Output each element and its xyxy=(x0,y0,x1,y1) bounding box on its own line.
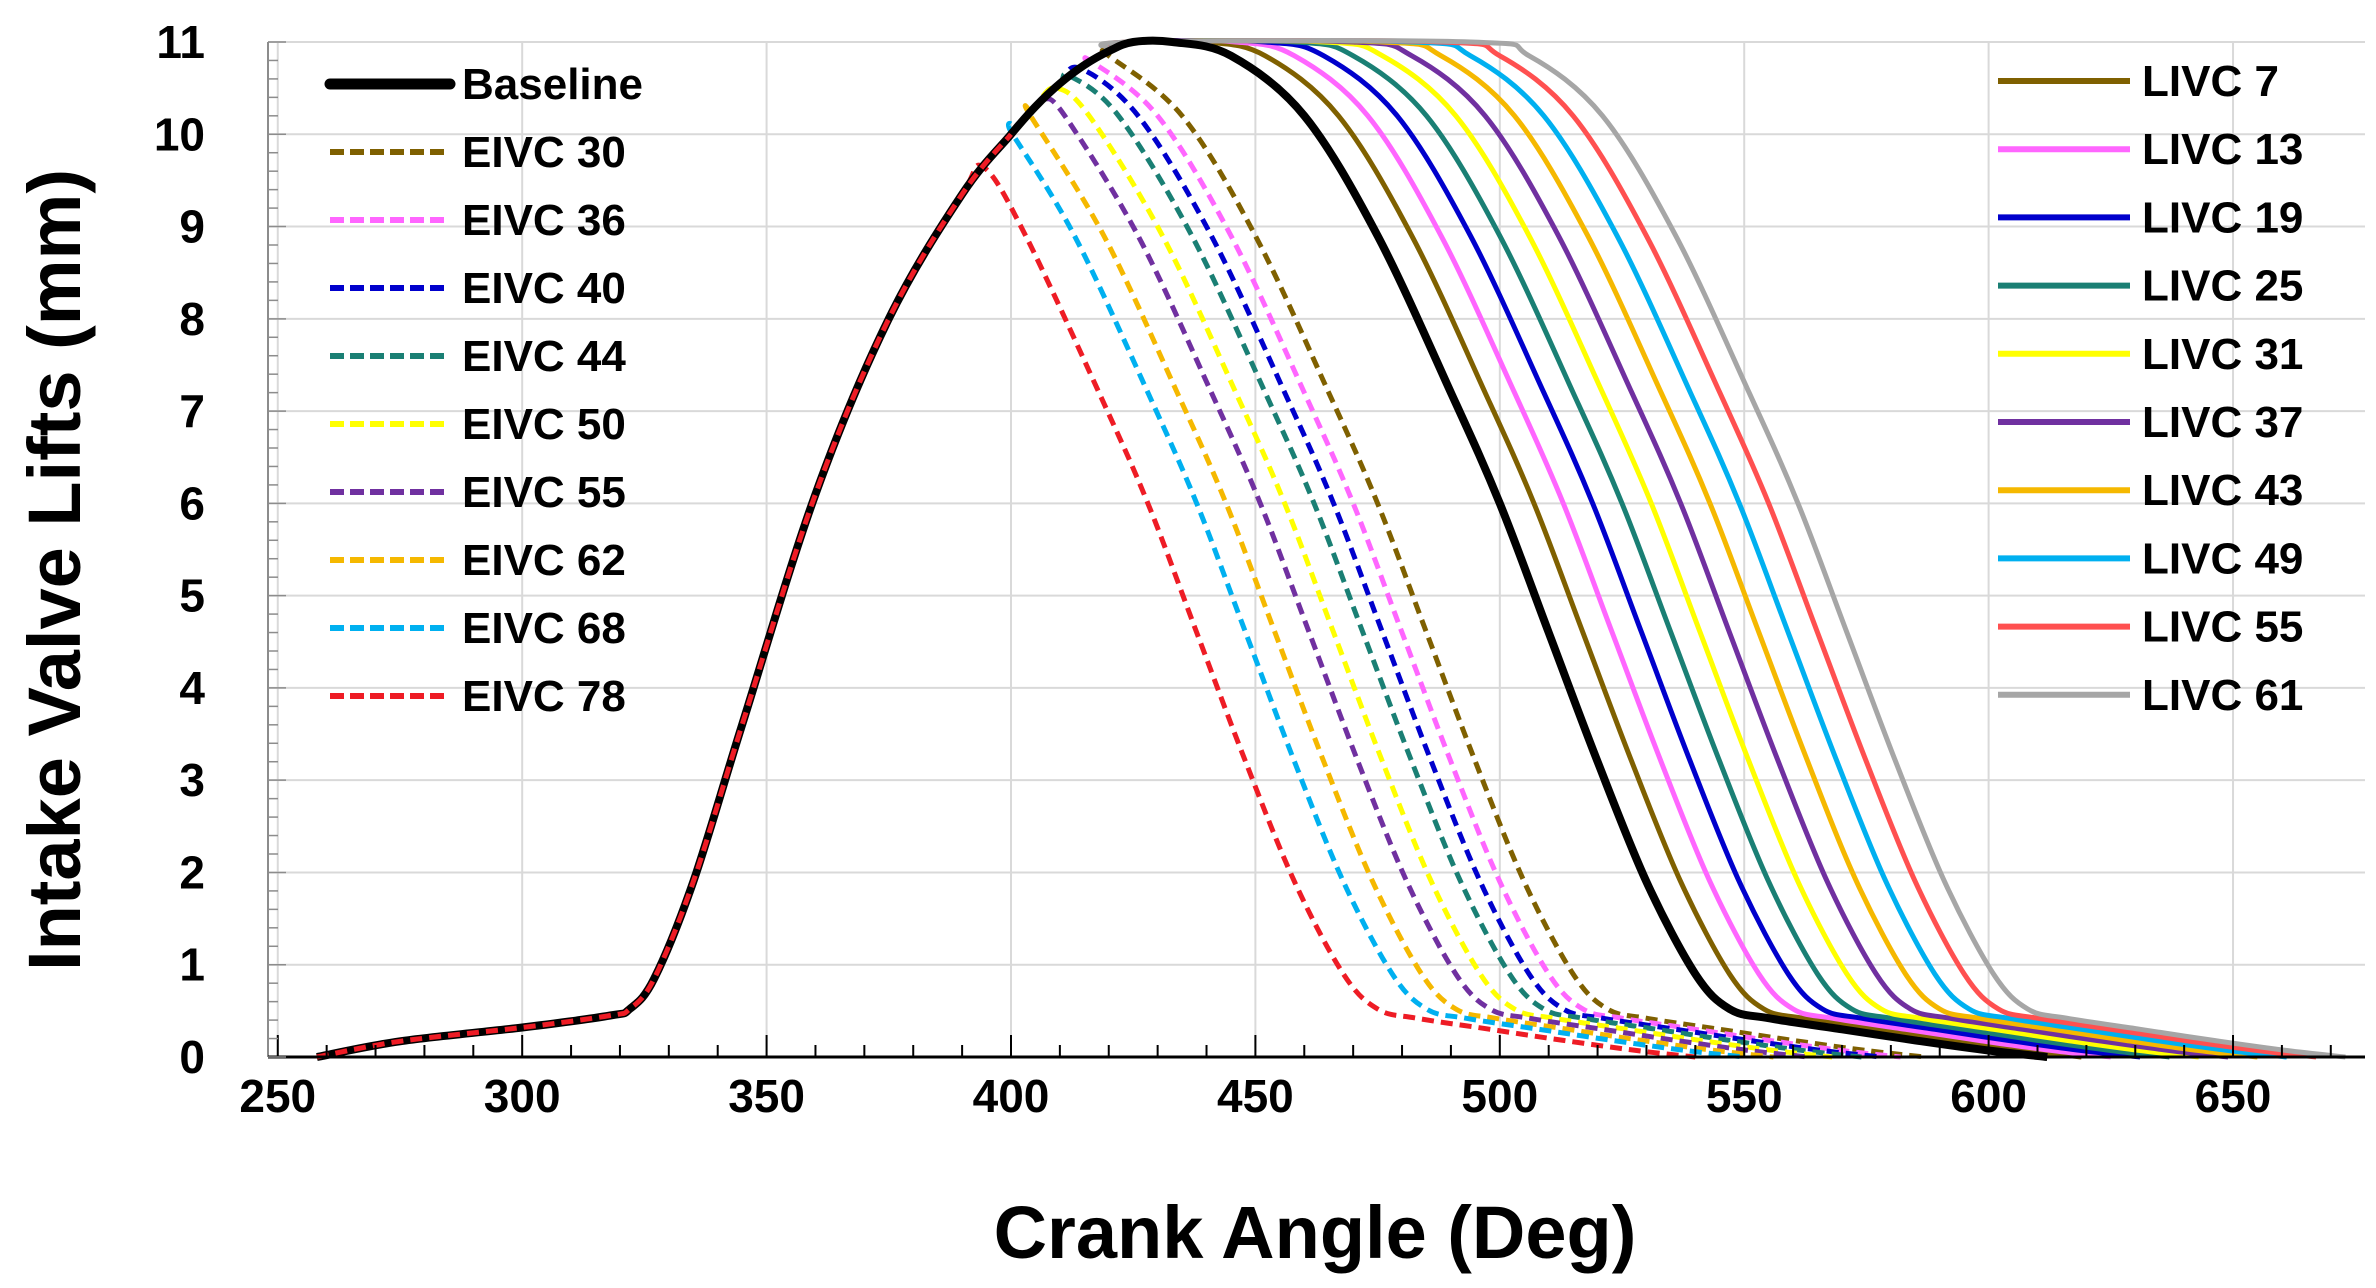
axes xyxy=(267,41,2365,1059)
shared-opening-overlay xyxy=(316,132,1013,1060)
tick-labels: 250 300 350 400 450 500 550 600 650 0 1 2 3 4 5 6 7 8 9 10 1… xyxy=(154,16,2272,1122)
x-tick-label: 450 xyxy=(1217,1070,1294,1122)
legend-label: EIVC 78 xyxy=(462,672,626,721)
x-tick-label: 550 xyxy=(1706,1070,1783,1122)
x-tick-label: 400 xyxy=(973,1070,1050,1122)
y-tick-label: 9 xyxy=(179,201,205,253)
y-tick-label: 5 xyxy=(179,570,205,622)
legend-item-livc-49: LIVC 49 xyxy=(1998,534,2303,583)
legend-left: Baseline EIVC 30 EIVC 36 EIVC 40 EIVC 44 EIVC… xyxy=(324,60,643,721)
y-tick-label: 6 xyxy=(179,477,205,529)
legend-item-eivc-36: EIVC 36 xyxy=(330,196,626,245)
y-tick-label: 10 xyxy=(154,108,205,160)
y-tick-label: 0 xyxy=(179,1031,205,1083)
legend-label: LIVC 43 xyxy=(2142,466,2303,515)
legend-label: EIVC 50 xyxy=(462,400,626,449)
legend-item-eivc-44: EIVC 44 xyxy=(330,332,626,381)
legend-label: EIVC 68 xyxy=(462,604,626,653)
grid xyxy=(268,41,2365,1057)
x-tick-label: 300 xyxy=(484,1070,561,1122)
legend-label: LIVC 37 xyxy=(2142,398,2303,447)
legend-item-livc-31: LIVC 31 xyxy=(1998,330,2303,379)
y-tick-label: 4 xyxy=(179,662,205,714)
y-tick-label: 11 xyxy=(156,16,205,68)
legend-item-eivc-30: EIVC 30 xyxy=(330,128,626,177)
legend-label: EIVC 30 xyxy=(462,128,626,177)
legend-label: EIVC 62 xyxy=(462,536,626,585)
legend-label: EIVC 55 xyxy=(462,468,626,517)
legend-item-eivc-55: EIVC 55 xyxy=(330,468,626,517)
legend-item-eivc-62: EIVC 62 xyxy=(330,536,626,585)
legend-label: EIVC 36 xyxy=(462,196,626,245)
x-axis-title: Crank Angle (Deg) xyxy=(994,1191,1637,1274)
legend-label: LIVC 13 xyxy=(2142,125,2303,174)
legend-item-livc-13: LIVC 13 xyxy=(1998,125,2303,174)
legend-label: LIVC 7 xyxy=(2142,57,2279,106)
legend-label: LIVC 31 xyxy=(2142,330,2303,379)
y-tick-label: 7 xyxy=(179,385,205,437)
legend-label: EIVC 44 xyxy=(462,332,626,381)
legend-item-livc-7: LIVC 7 xyxy=(1998,57,2279,106)
series-group xyxy=(316,36,2346,1061)
legend-label: EIVC 40 xyxy=(462,264,626,313)
series-line-eivc-44 xyxy=(316,71,1862,1060)
legend-label: LIVC 25 xyxy=(2142,262,2303,311)
x-tick-label: 500 xyxy=(1461,1070,1538,1122)
legend-item-livc-61: LIVC 61 xyxy=(1998,671,2303,720)
legend-item-livc-37: LIVC 37 xyxy=(1998,398,2303,447)
x-tick-label: 650 xyxy=(2195,1070,2272,1122)
legend-item-eivc-50: EIVC 50 xyxy=(330,400,626,449)
legend-label: Baseline xyxy=(462,60,643,109)
y-tick-label: 8 xyxy=(179,293,205,345)
legend-item-eivc-68: EIVC 68 xyxy=(330,604,626,653)
y-tick-label: 1 xyxy=(179,939,205,991)
legend-item-livc-25: LIVC 25 xyxy=(1998,262,2303,311)
series-line-eivc-30 xyxy=(316,47,1926,1060)
y-axis-title: Intake Valve Lifts (mm) xyxy=(13,169,96,971)
legend-label: LIVC 49 xyxy=(2142,534,2303,583)
legend-label: LIVC 61 xyxy=(2142,671,2303,720)
x-tick-label: 250 xyxy=(239,1070,316,1122)
legend-label: LIVC 55 xyxy=(2142,603,2303,652)
legend-item-livc-19: LIVC 19 xyxy=(1998,193,2303,242)
y-tick-label: 3 xyxy=(179,754,205,806)
y-tick-label: 2 xyxy=(179,846,205,898)
legend-item-eivc-78: EIVC 78 xyxy=(330,672,626,721)
legend-item-baseline: Baseline xyxy=(324,60,643,109)
x-tick-label: 350 xyxy=(728,1070,805,1122)
legend-item-eivc-40: EIVC 40 xyxy=(330,264,626,313)
legend-label: LIVC 19 xyxy=(2142,193,2303,242)
legend-item-livc-55: LIVC 55 xyxy=(1998,603,2303,652)
legend-right: LIVC 7 LIVC 13 LIVC 19 LIVC 25 LIVC 31 LIVC 3… xyxy=(1998,57,2303,720)
x-tick-label: 600 xyxy=(1950,1070,2027,1122)
legend-item-livc-43: LIVC 43 xyxy=(1998,466,2303,515)
